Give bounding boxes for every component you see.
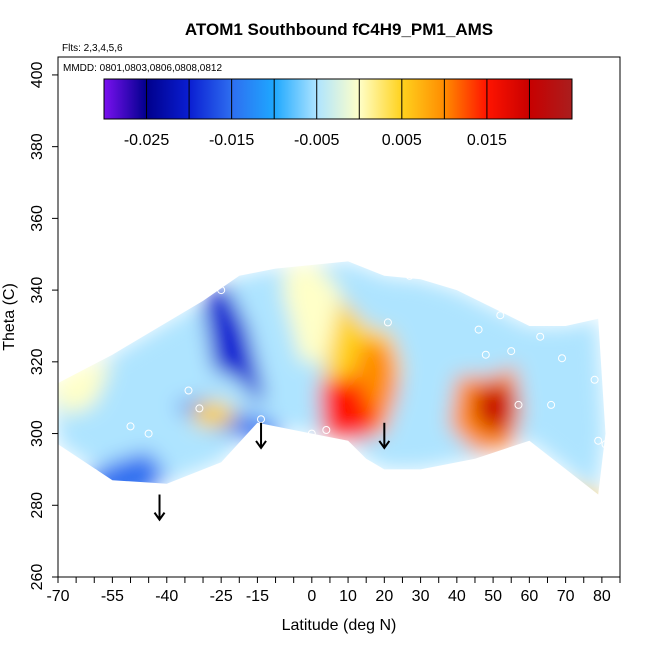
y-tick-label-1: 280 [29,492,46,519]
colorbar-tick-label-2: -0.005 [294,132,339,149]
sample-marker-6 [191,476,200,485]
sample-marker-2 [195,404,204,413]
sample-marker-26 [601,440,610,449]
down-arrow-2 [378,422,391,450]
x-tick-label-2: -40 [155,588,178,605]
heatmap-field [58,261,606,495]
sample-marker-11 [405,271,414,280]
y-tick-label-4: 340 [29,277,46,304]
colorbar: -0.025 -0.015 -0.005 0.005 0.015 [103,78,573,149]
sample-marker-16 [507,347,516,356]
heat-region-12 [511,483,606,495]
sample-marker-13 [474,325,483,334]
plot-frame [57,56,621,578]
heat-region-4 [58,361,113,416]
x-tick-label-7: 20 [375,588,393,605]
sample-marker-10 [383,318,392,327]
sample-marker-21 [547,400,556,409]
x-tick-label-0: -70 [46,588,69,605]
sample-marker-23 [467,461,476,470]
down-arrow-1 [255,422,267,450]
sample-marker-7 [257,415,265,424]
x-axis-label: Latitude (deg N) [282,617,397,634]
x-tick-label-9: 40 [448,588,466,605]
x-tick-label-6: 10 [339,588,357,605]
plot-area [58,261,610,531]
colorbar-tick-label-0: -0.025 [124,132,169,149]
sample-marker-0 [217,286,226,295]
colorbar-gradient [103,78,573,120]
x-tick-label-8: 30 [412,588,430,605]
x-tick-label-13: 80 [593,588,611,605]
heat-region-8 [319,376,378,441]
y-tick-label-7: 400 [29,61,46,88]
x-axis: -70 -55 -40 -25 -15 0 10 20 30 40 50 60 70 80 [46,577,621,605]
sample-marker-19 [590,304,599,312]
sample-marker-14 [481,350,490,359]
y-tick-label-5: 360 [29,205,46,232]
x-tick-label-4: -15 [246,588,269,605]
sample-marker-15 [496,311,505,320]
heat-region-5 [282,265,341,362]
sample-marker-8 [307,429,316,438]
sample-marker-12 [427,268,436,277]
down-arrow-0 [153,494,166,522]
colorbar-tick-label-3: 0.005 [382,132,422,149]
sample-marker-5 [90,469,99,477]
heat-region-11 [485,394,512,427]
x-tick-label-12: 70 [557,588,575,605]
y-axis: 260 280 300 320 340 360 380 400 [29,61,58,590]
sample-marker-17 [536,332,545,341]
colorbar-tick-label-4: 0.015 [467,132,507,149]
x-tick-label-11: 60 [520,588,538,605]
sample-marker-27 [590,522,599,531]
sample-marker-20 [590,375,599,384]
y-tick-label-6: 380 [29,133,46,160]
sample-marker-9 [322,426,331,434]
flights-note: Flts: 2,3,4,5,6 [62,43,123,54]
x-tick-label-5: 0 [307,588,316,605]
y-tick-label-0: 260 [29,564,46,591]
sample-markers [90,268,610,531]
x-tick-label-3: -25 [210,588,233,605]
heat-region-13 [192,401,240,427]
x-tick-label-10: 50 [484,588,502,605]
sample-marker-22 [514,400,523,409]
sample-marker-3 [126,422,135,431]
sample-marker-25 [594,436,603,445]
sample-marker-4 [144,429,153,438]
x-tick-label-1: -55 [101,588,124,605]
sample-marker-24 [510,472,519,481]
sample-marker-1 [184,386,193,395]
y-tick-label-3: 320 [29,348,46,375]
chart-title: ATOM1 Southbound fC4H9_PM1_AMS [185,20,493,39]
arrow-annotations [153,422,391,522]
dates-note: MMDD: 0801,0803,0806,0808,0812 [63,63,222,74]
y-axis-label: Theta (C) [1,283,18,351]
colorbar-tick-label-1: -0.015 [209,132,254,149]
y-tick-label-2: 300 [29,420,46,447]
heat-region-1 [203,282,265,405]
sample-marker-18 [558,354,566,363]
